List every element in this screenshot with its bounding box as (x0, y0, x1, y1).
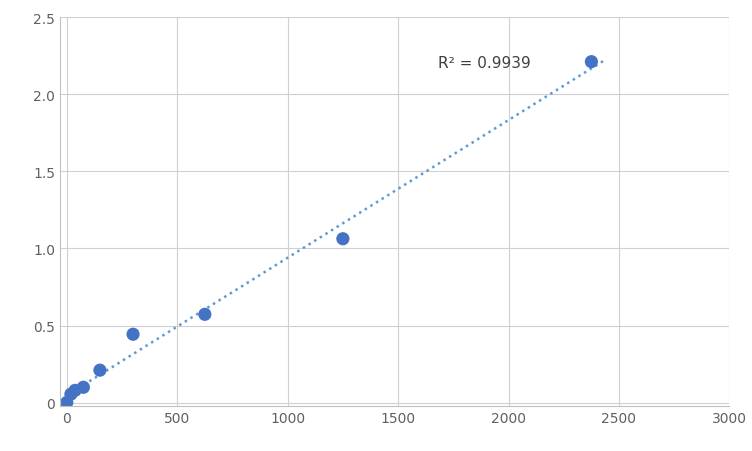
Point (199, 311, 211, 318)
Point (77, 384, 89, 391)
Point (69, 387, 81, 394)
Point (127, 331, 139, 338)
Point (65, 391, 77, 398)
Point (585, 59, 597, 66)
Point (94, 367, 106, 374)
Text: R² = 0.9939: R² = 0.9939 (438, 55, 531, 70)
Point (61, 399, 73, 406)
Point (337, 235, 349, 243)
